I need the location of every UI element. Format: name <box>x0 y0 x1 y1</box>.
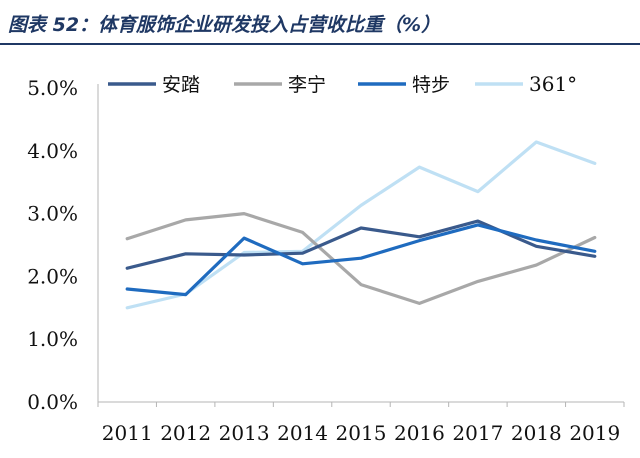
chart-title: 图表 52：体育服饰企业研发投入占营收比重（%） <box>8 14 441 36</box>
legend-label: 李宁 <box>288 74 326 96</box>
legend-item: 安踏 <box>108 74 200 96</box>
legend-item: 李宁 <box>234 74 326 96</box>
title-underline <box>0 43 640 45</box>
series-line-3 <box>125 140 597 310</box>
legend-label: 361° <box>529 72 577 96</box>
series-line-2 <box>125 223 597 297</box>
x-tick-label: 2013 <box>219 421 270 445</box>
x-tick-label: 2017 <box>452 421 503 445</box>
y-tick-label: 4.0% <box>27 139 78 163</box>
x-tick-label: 2018 <box>511 421 562 445</box>
y-tick-label: 1.0% <box>27 327 78 351</box>
legend-item: 特步 <box>358 74 450 96</box>
legend-label: 特步 <box>412 74 450 96</box>
x-tick-label: 2014 <box>277 421 328 445</box>
series-line-0 <box>125 219 597 270</box>
legend-label: 安踏 <box>162 74 200 96</box>
legend-item: 361° <box>475 72 577 96</box>
x-tick-label: 2016 <box>394 421 445 445</box>
chart-series <box>125 140 597 310</box>
figure-header: 图表 52：体育服饰企业研发投入占营收比重（%） <box>0 0 640 45</box>
y-tick-label: 3.0% <box>27 202 78 226</box>
chart-axes: 0.0% 1.0% 2.0% 3.0% 4.0% 5.0% 2011 2012 2013 2014… <box>27 76 625 445</box>
series-line-1 <box>125 212 597 305</box>
chart-legend: 安踏 李宁 特步 361° <box>108 72 577 96</box>
x-tick-label: 2012 <box>160 421 211 445</box>
y-tick-label: 5.0% <box>27 76 78 100</box>
x-tick-label: 2019 <box>569 421 620 445</box>
x-tick-label: 2011 <box>102 421 153 445</box>
x-tick-label: 2015 <box>336 421 387 445</box>
y-tick-label: 0.0% <box>27 390 78 414</box>
y-tick-label: 2.0% <box>27 264 78 288</box>
